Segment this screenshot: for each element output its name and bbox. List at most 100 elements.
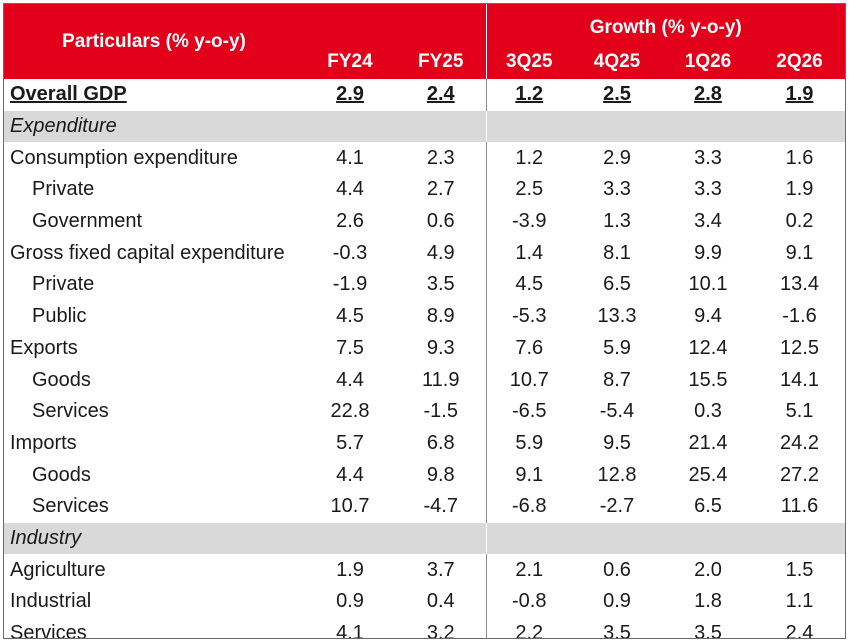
cell: 5.9 [485, 427, 572, 460]
cell: 0.4 [426, 590, 455, 613]
cell: 10.7 [485, 364, 572, 396]
cell: 1.4 [485, 237, 572, 270]
cell: 8.7 [603, 368, 631, 391]
section-row-expenditure: Expenditure [4, 110, 845, 143]
cell: -6.8 [485, 490, 572, 523]
table-row: Public 4.5 8.9 -5.3 13.3 9.4 -1.6 [4, 300, 845, 333]
cell: 13.4 [780, 273, 819, 296]
cell: 27.2 [780, 463, 819, 486]
section-label: Industry [4, 522, 486, 555]
cell: 13.3 [597, 305, 637, 328]
table-row: Services 22.8 -1.5 -6.5 -5.4 0.3 5.1 [4, 395, 845, 428]
cell: 5.1 [785, 400, 814, 423]
cell: 0.9 [603, 590, 631, 613]
cell: -0.3 [332, 241, 368, 264]
table-body: Overall GDP 2.9 2.4 1.2 2.5 2.8 1.9 Expe… [4, 79, 845, 639]
table-row: Gross fixed capital expenditure -0.3 4.9… [4, 237, 845, 270]
gdp-growth-table: Particulars (% y-o-y) Growth (% y-o-y) F… [4, 4, 845, 639]
cell: 3.2 [426, 622, 455, 639]
cell: 6.5 [694, 495, 722, 518]
row-label: Services [10, 622, 87, 639]
cell: 3.5 [426, 273, 455, 296]
cell: 10.1 [688, 273, 728, 296]
row-label: Goods [32, 368, 91, 391]
table-row-overall-gdp: Overall GDP 2.9 2.4 1.2 2.5 2.8 1.9 [4, 79, 845, 111]
cell: -1.6 [782, 305, 817, 328]
cell: -5.4 [599, 400, 635, 423]
cell: 9.1 [785, 241, 814, 264]
header-spacer [304, 4, 486, 41]
row-label: Overall GDP [10, 83, 127, 106]
cell: 6.8 [426, 431, 455, 454]
cell: 1.1 [785, 590, 814, 613]
cell: 0.2 [785, 210, 814, 233]
cell: 10.7 [330, 495, 370, 518]
cell: 25.4 [688, 463, 728, 486]
cell: 2.2 [485, 617, 572, 638]
cell: 3.3 [694, 178, 722, 201]
table-row: Exports 7.5 9.3 7.6 5.9 12.4 12.5 [4, 332, 845, 365]
cell: 2.9 [336, 83, 364, 106]
cell: 1.9 [785, 178, 814, 201]
cell: 24.2 [780, 431, 819, 454]
cell: 5.7 [336, 431, 364, 454]
row-label: Services [32, 495, 109, 518]
cell: 4.1 [336, 622, 364, 639]
cell: 9.4 [694, 305, 722, 328]
table-row: Services 10.7 -4.7 -6.8 -2.7 6.5 11.6 [4, 490, 845, 523]
table-header: Particulars (% y-o-y) Growth (% y-o-y) F… [4, 4, 845, 79]
cell: 2.4 [426, 83, 455, 106]
row-label: Industrial [10, 590, 92, 613]
column-header: 4Q25 [572, 41, 662, 79]
cell: 12.8 [597, 463, 637, 486]
row-label: Government [32, 210, 143, 233]
table-row: Goods 4.4 9.8 9.1 12.8 25.4 27.2 [4, 459, 845, 491]
cell: 9.3 [426, 336, 455, 359]
column-header: FY24 [304, 41, 396, 79]
cell: 1.2 [485, 79, 572, 111]
column-header: 3Q25 [485, 41, 572, 79]
cell: 2.9 [603, 146, 631, 169]
cell: -2.7 [599, 495, 635, 518]
cell: 7.6 [485, 332, 572, 365]
cell: 2.6 [336, 210, 364, 233]
cell: 6.5 [603, 273, 631, 296]
row-label: Public [32, 305, 87, 328]
cell: 22.8 [330, 400, 370, 423]
row-label: Services [32, 400, 109, 423]
cell: -0.8 [485, 586, 572, 618]
table-row: Industrial 0.9 0.4 -0.8 0.9 1.8 1.1 [4, 586, 845, 618]
cell: 3.5 [694, 622, 722, 639]
cell: 0.3 [694, 400, 722, 423]
cell: -6.5 [485, 395, 572, 428]
cell: 2.4 [785, 622, 814, 639]
section-fill [485, 110, 845, 143]
cell: 8.9 [426, 305, 455, 328]
cell: -3.9 [485, 205, 572, 238]
cell: -1.9 [332, 273, 368, 296]
cell: 3.3 [603, 178, 631, 201]
growth-header: Growth (% y-o-y) [485, 4, 845, 41]
table-row: Imports 5.7 6.8 5.9 9.5 21.4 24.2 [4, 427, 845, 460]
cell: 4.4 [336, 463, 364, 486]
column-header: 2Q26 [754, 41, 845, 79]
column-header: 1Q26 [662, 41, 754, 79]
table-row: Services 4.1 3.2 2.2 3.5 3.5 2.4 [4, 617, 845, 639]
cell: 2.7 [426, 178, 455, 201]
cell: 1.2 [485, 142, 572, 175]
table-row: Private -1.9 3.5 4.5 6.5 10.1 13.4 [4, 269, 845, 301]
cell: 9.8 [426, 463, 455, 486]
table-row: Private 4.4 2.7 2.5 3.3 3.3 1.9 [4, 174, 845, 206]
cell: 2.5 [485, 174, 572, 206]
cell: 0.9 [336, 590, 364, 613]
cell: 21.4 [688, 431, 728, 454]
cell: 9.5 [603, 431, 631, 454]
cell: 1.9 [336, 558, 364, 581]
cell: -1.5 [423, 400, 458, 423]
cell: 4.1 [336, 146, 364, 169]
cell: 15.5 [688, 368, 728, 391]
cell: 4.4 [336, 178, 364, 201]
row-label: Goods [32, 463, 91, 486]
cell: 1.3 [603, 210, 631, 233]
cell: 0.6 [603, 558, 631, 581]
